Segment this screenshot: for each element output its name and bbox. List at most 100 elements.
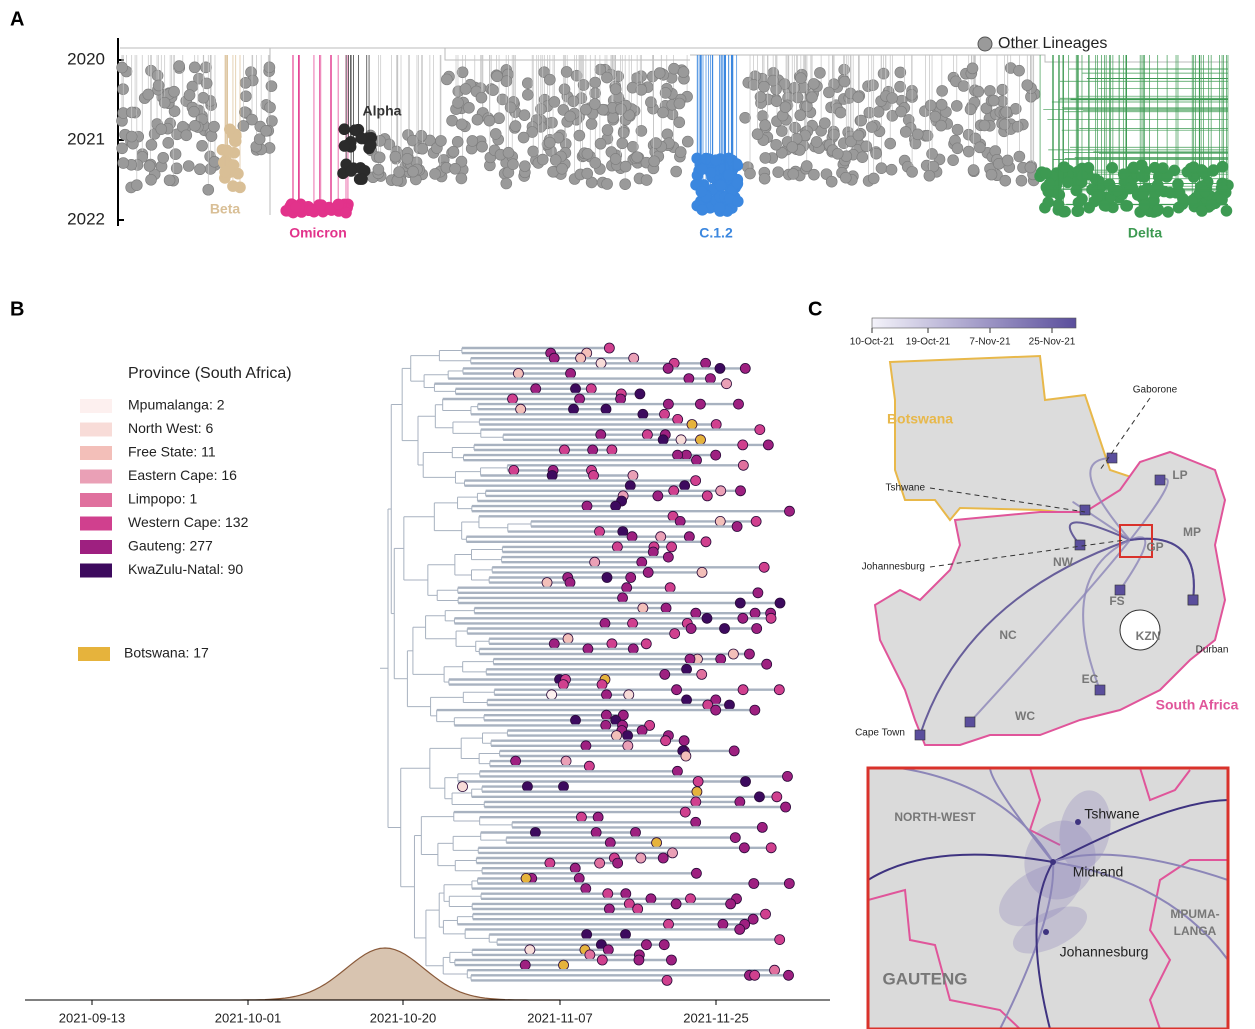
tip — [653, 491, 663, 501]
tip — [628, 471, 638, 481]
tip — [563, 634, 573, 644]
tip — [701, 537, 711, 547]
tip — [641, 639, 651, 649]
tip — [1196, 205, 1207, 216]
tip — [448, 146, 459, 157]
tip — [840, 172, 851, 183]
figure: A202020212022BetaOmicronAlphaC.1.2DeltaO… — [0, 0, 1255, 1029]
tip — [197, 140, 208, 151]
tip — [715, 180, 726, 191]
tip — [730, 833, 740, 843]
tip — [958, 81, 969, 92]
tip — [565, 111, 576, 122]
tip — [692, 455, 702, 465]
tip — [189, 62, 200, 73]
tip — [586, 384, 596, 394]
tip — [771, 139, 782, 150]
tip — [203, 184, 214, 195]
legend-swatch — [80, 493, 112, 507]
tip — [724, 700, 734, 710]
tip — [174, 61, 185, 72]
tip — [183, 161, 194, 172]
tip — [591, 828, 601, 838]
tip — [198, 92, 209, 103]
tip — [868, 173, 879, 184]
tip — [613, 858, 623, 868]
tip — [531, 384, 541, 394]
tip — [652, 838, 662, 848]
tip — [1073, 205, 1084, 216]
tip — [624, 690, 634, 700]
tip — [682, 664, 692, 674]
tip — [631, 828, 641, 838]
tip — [814, 67, 825, 78]
tip — [602, 573, 612, 583]
tip — [1138, 188, 1149, 199]
tip — [618, 593, 628, 603]
tip — [623, 741, 633, 751]
colorbar-label: 25-Nov-21 — [1029, 337, 1076, 348]
tip — [795, 73, 806, 84]
tip — [595, 138, 606, 149]
province-label: EC — [1082, 672, 1099, 686]
tip — [1016, 175, 1027, 186]
tip — [936, 99, 947, 110]
tip — [922, 130, 933, 141]
tip — [357, 174, 368, 185]
tip — [671, 166, 682, 177]
tip — [687, 420, 697, 430]
tip — [895, 81, 906, 92]
tip — [153, 80, 164, 91]
tip — [754, 792, 764, 802]
tip — [759, 562, 769, 572]
tip — [672, 766, 682, 776]
tip — [772, 792, 782, 802]
tip — [467, 135, 478, 146]
tip — [750, 970, 760, 980]
tip — [518, 132, 529, 143]
tip — [696, 186, 707, 197]
tip — [735, 598, 745, 608]
tip — [143, 89, 154, 100]
tip — [761, 909, 771, 919]
tip — [374, 152, 385, 163]
tip — [775, 935, 785, 945]
city-label: Tshwane — [1084, 806, 1139, 822]
tip — [629, 353, 639, 363]
tip — [408, 166, 419, 177]
tip — [634, 955, 644, 965]
tip — [458, 782, 468, 792]
tip — [621, 889, 631, 899]
city-marker — [1050, 859, 1056, 865]
tip — [544, 74, 555, 85]
tip — [660, 87, 671, 98]
tip — [691, 797, 701, 807]
tip — [227, 181, 238, 192]
tip — [790, 122, 801, 133]
tip — [607, 639, 617, 649]
legend-label: Gauteng: 277 — [128, 538, 213, 554]
tip — [549, 96, 560, 107]
clade-label: Omicron — [289, 225, 347, 241]
tip — [692, 787, 702, 797]
tip — [867, 80, 878, 91]
tip — [663, 552, 673, 562]
tip — [738, 613, 748, 623]
tip — [131, 180, 142, 191]
tip — [716, 654, 726, 664]
tip — [663, 399, 673, 409]
tip — [477, 141, 488, 152]
tip — [1022, 80, 1033, 91]
tip — [788, 168, 799, 179]
legend-label: Botswana: 17 — [124, 645, 209, 661]
tip — [750, 608, 760, 618]
tip — [857, 152, 868, 163]
tip — [1188, 162, 1199, 173]
tip — [264, 62, 275, 73]
tip — [618, 527, 628, 537]
tip — [973, 86, 984, 97]
tip — [581, 884, 591, 894]
location-marker — [1188, 595, 1198, 605]
legend-label: Other Lineages — [998, 35, 1107, 52]
tip — [632, 152, 643, 163]
